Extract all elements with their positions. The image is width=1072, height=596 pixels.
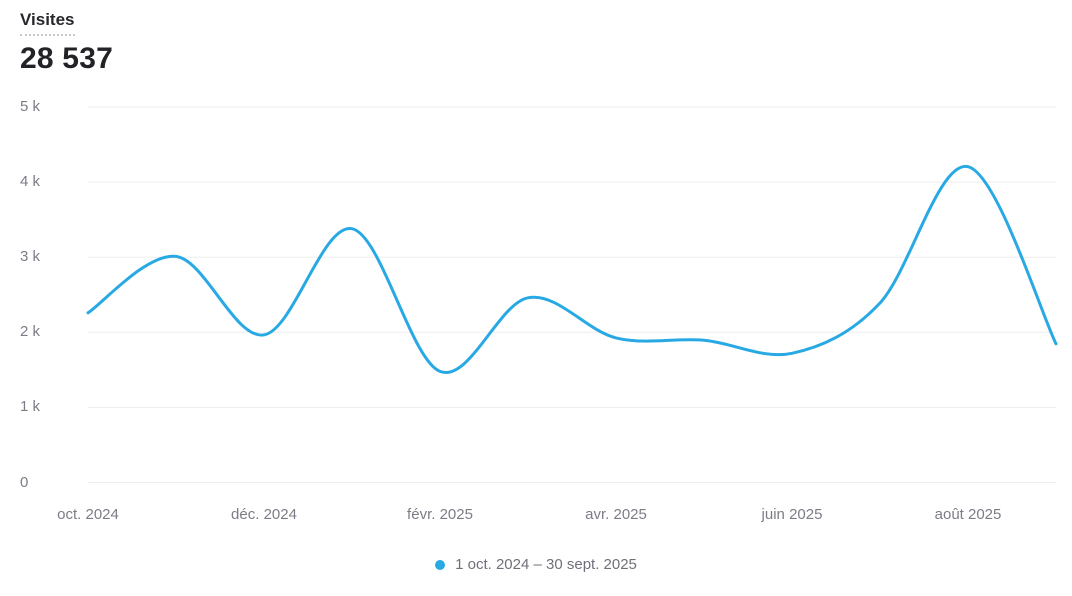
widget-header: Visites 28 537	[20, 9, 113, 76]
x-axis-tick-label: oct. 2024	[57, 506, 119, 523]
y-axis-tick-label: 2 k	[20, 323, 41, 341]
y-axis-tick-label: 0	[20, 473, 29, 491]
legend-item[interactable]: 1 oct. 2024 – 30 sept. 2025	[0, 556, 1072, 573]
y-axis-tick-label: 4 k	[20, 173, 41, 191]
legend-label: 1 oct. 2024 – 30 sept. 2025	[455, 556, 637, 573]
legend-dot-icon	[435, 559, 446, 570]
x-axis-tick-label: août 2025	[934, 506, 1002, 523]
visits-total-value: 28 537	[20, 42, 113, 75]
visits-line-series[interactable]	[86, 165, 1058, 374]
x-axis-tick-label: juin 2025	[761, 506, 823, 523]
y-axis-tick-label: 1 k	[20, 398, 41, 416]
metric-title[interactable]: Visites	[20, 9, 75, 36]
x-axis-tick-label: févr. 2025	[407, 506, 473, 523]
y-axis-tick-label: 5 k	[20, 98, 41, 115]
y-axis-tick-label: 3 k	[20, 248, 41, 266]
x-axis-tick-label: avr. 2025	[585, 506, 647, 523]
x-axis-tick-label: déc. 2024	[231, 506, 297, 523]
